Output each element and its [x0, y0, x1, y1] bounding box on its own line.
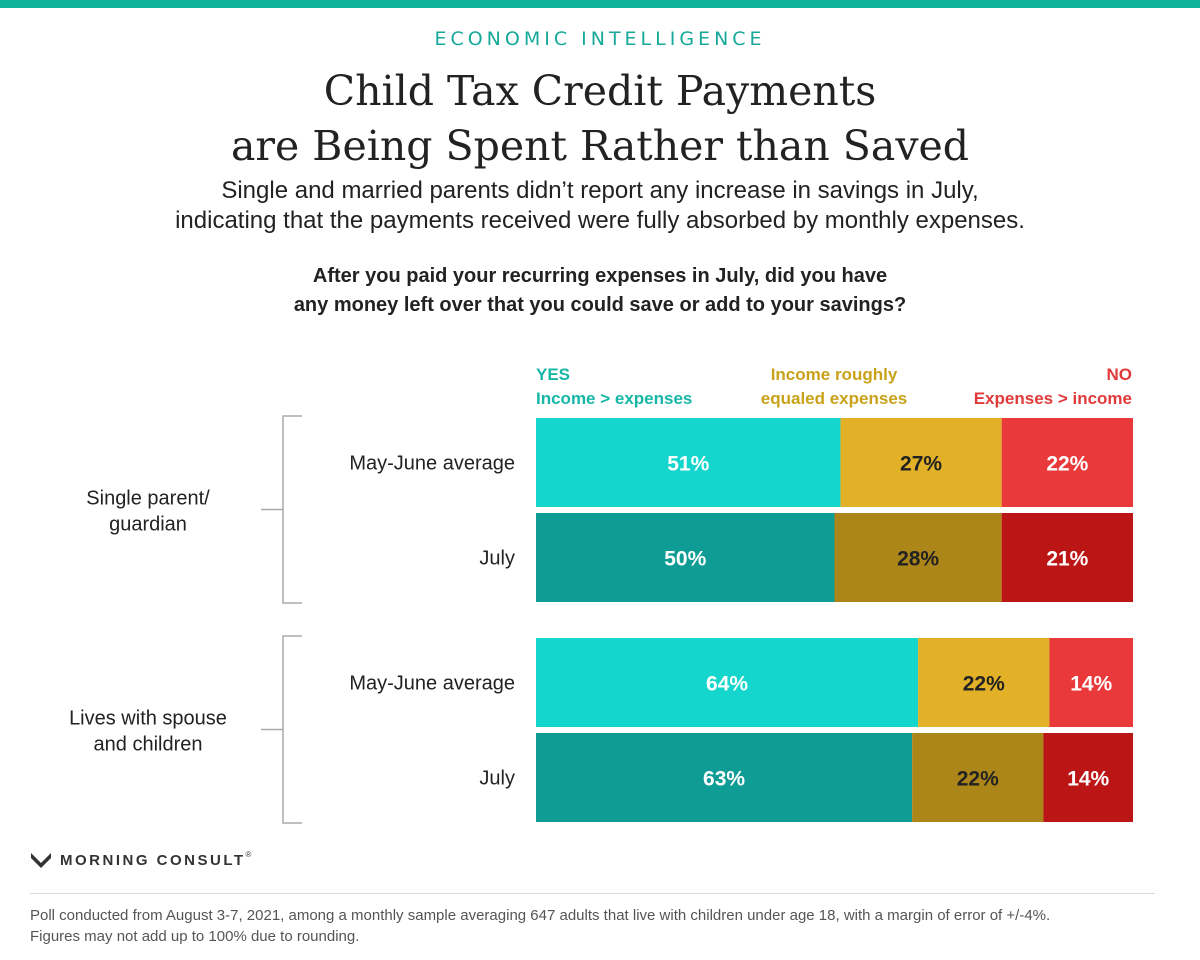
bar-2-2-segment-1: [536, 733, 913, 822]
row-label-2-1: May-June average: [349, 673, 515, 695]
chart-subtitle: Single and married parents didn’t report…: [0, 176, 1200, 236]
group-bracket-2: [282, 635, 302, 824]
group-label-2-line-1: Lives with spouse: [69, 708, 227, 730]
morning-consult-logo-icon: [31, 853, 51, 868]
bar-1-1-segment-2: [840, 418, 1002, 507]
legend-label-1-line-1: YES: [536, 365, 570, 384]
data-label-1-2-2: 28%: [897, 548, 939, 571]
data-label-2-1-3: 14%: [1070, 673, 1112, 696]
chart-subtitle-line-1: Single and married parents didn’t report…: [221, 177, 979, 204]
brand-logo: MORNING CONSULT ®: [30, 848, 251, 872]
footnote-line-1: Poll conducted from August 3-7, 2021, am…: [30, 907, 1051, 924]
survey-question-line-1: After you paid your recurring expenses i…: [312, 265, 888, 287]
footnote-line-2: Figures may not add up to 100% due to ro…: [30, 928, 360, 945]
chart-title: Child Tax Credit Payments are Being Spen…: [0, 64, 1200, 174]
bar-1-2-segment-1: [536, 513, 835, 602]
data-label-1-1-2: 27%: [900, 453, 942, 476]
bar-2-2-segment-3: [1043, 733, 1133, 822]
legend-label-2-line-1: Income roughly: [771, 365, 898, 384]
chart-title-line-1: Child Tax Credit Payments: [323, 67, 877, 115]
chart-title-line-2: are Being Spent Rather than Saved: [230, 122, 970, 170]
bar-2-1-segment-2: [918, 638, 1050, 727]
group-label-1-line-1: Single parent/: [86, 488, 210, 510]
row-label-1-2: July: [479, 548, 515, 570]
bar-1-2-segment-3: [1001, 513, 1133, 602]
survey-question: After you paid your recurring expenses i…: [0, 262, 1200, 320]
group-label-1-line-2: guardian: [109, 514, 187, 536]
legend-label-3-line-1: NO: [1107, 365, 1133, 384]
bar-2-2-segment-2: [912, 733, 1044, 822]
bar-2-1-segment-3: [1049, 638, 1133, 727]
data-label-1-2-3: 21%: [1046, 548, 1088, 571]
brand-registered-mark: ®: [245, 850, 252, 859]
legend-label-3-line-2: Expenses > income: [974, 389, 1132, 408]
bar-1-2-segment-2: [834, 513, 1002, 602]
footer-divider: [30, 893, 1155, 894]
footnote: Poll conducted from August 3-7, 2021, am…: [30, 905, 1170, 947]
chart-subtitle-line-2: indicating that the payments received we…: [175, 207, 1025, 234]
row-label-2-2: July: [479, 768, 515, 790]
legend-label-1-line-2: Income > expenses: [536, 389, 692, 408]
data-label-2-1-1: 64%: [706, 673, 748, 696]
survey-question-line-2: any money left over that you could save …: [293, 294, 907, 316]
data-label-2-2-3: 14%: [1067, 768, 1109, 791]
top-accent-bar: [0, 0, 1200, 8]
data-label-1-1-3: 22%: [1046, 453, 1088, 476]
brand-name: MORNING CONSULT: [60, 851, 246, 869]
group-bracket-1: [282, 415, 302, 604]
bar-2-1-segment-1: [536, 638, 919, 727]
data-label-2-2-1: 63%: [703, 768, 745, 791]
kicker: ECONOMIC INTELLIGENCE: [434, 28, 766, 50]
bar-1-1-segment-3: [1001, 418, 1133, 507]
legend-label-2-line-2: equaled expenses: [761, 389, 907, 408]
data-label-1-1-1: 51%: [667, 453, 709, 476]
group-label-2-line-2: and children: [94, 734, 203, 756]
data-label-1-2-1: 50%: [664, 548, 706, 571]
bar-1-1-segment-1: [536, 418, 841, 507]
data-label-2-1-2: 22%: [963, 673, 1005, 696]
data-label-2-2-2: 22%: [957, 768, 999, 791]
row-label-1-1: May-June average: [349, 453, 515, 475]
